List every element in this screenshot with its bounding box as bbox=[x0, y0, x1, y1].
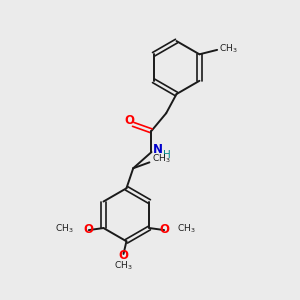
Text: O: O bbox=[160, 223, 170, 236]
Text: CH$_3$: CH$_3$ bbox=[220, 42, 238, 55]
Text: CH$_3$: CH$_3$ bbox=[114, 260, 133, 272]
Text: O: O bbox=[83, 223, 93, 236]
Text: O: O bbox=[125, 114, 135, 127]
Text: CH$_3$: CH$_3$ bbox=[177, 223, 196, 236]
Text: H: H bbox=[163, 150, 171, 160]
Text: CH$_3$: CH$_3$ bbox=[56, 223, 74, 236]
Text: O: O bbox=[118, 249, 128, 262]
Text: CH$_3$: CH$_3$ bbox=[152, 153, 170, 165]
Text: N: N bbox=[153, 143, 163, 156]
